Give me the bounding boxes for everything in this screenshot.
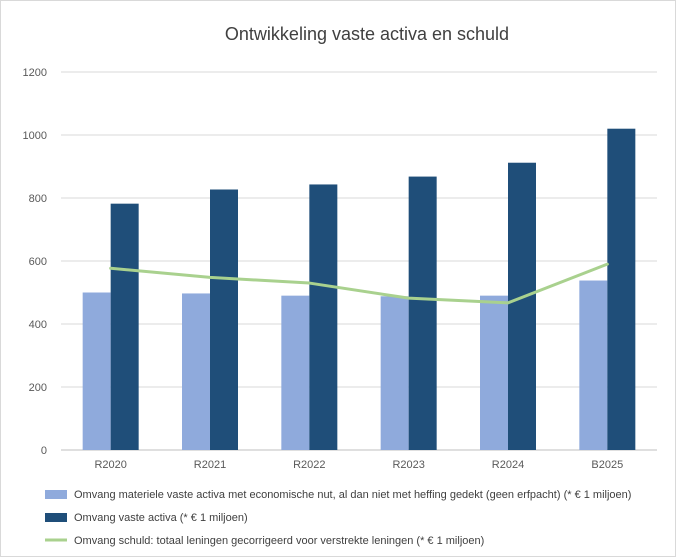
y-tick-label: 1200 [23, 67, 47, 79]
bar-materiele-vaste-activa [381, 296, 409, 450]
chart-title: Ontwikkeling vaste activa en schuld [225, 24, 509, 44]
y-tick-label: 1000 [23, 130, 47, 142]
y-tick-label: 800 [29, 193, 47, 205]
chart-svg: Ontwikkeling vaste activa en schuld 0 200… [1, 1, 676, 558]
legend: Omvang materiele vaste activa met econom… [45, 489, 631, 547]
x-tick-label: R2020 [94, 459, 126, 471]
x-tick-label: R2022 [293, 459, 325, 471]
bar-materiele-vaste-activa [182, 293, 210, 450]
legend-item-series-1: Omvang materiele vaste activa met econom… [45, 489, 631, 501]
x-tick-label: R2023 [392, 459, 424, 471]
x-axis-ticks: R2020 R2021 R2022 R2023 R2024 B2025 [94, 459, 623, 471]
bar-materiele-vaste-activa [579, 281, 607, 450]
y-tick-label: 600 [29, 256, 47, 268]
legend-swatch-series-2 [45, 513, 67, 522]
x-tick-label: R2024 [492, 459, 524, 471]
bar-vaste-activa [409, 177, 437, 450]
legend-item-series-3: Omvang schuld: totaal leningen gecorrige… [45, 535, 484, 547]
y-tick-label: 0 [41, 445, 47, 457]
legend-label-series-3: Omvang schuld: totaal leningen gecorrige… [74, 535, 484, 547]
y-tick-label: 200 [29, 382, 47, 394]
bar-materiele-vaste-activa [480, 296, 508, 450]
bar-vaste-activa [210, 189, 238, 450]
bar-materiele-vaste-activa [281, 296, 309, 450]
chart-area: Ontwikkeling vaste activa en schuld 0 200… [0, 0, 676, 557]
x-tick-label: B2025 [591, 459, 623, 471]
y-tick-label: 400 [29, 319, 47, 331]
legend-swatch-series-1 [45, 490, 67, 499]
y-axis-ticks: 0 200 400 600 800 1000 1200 [23, 67, 47, 457]
bar-vaste-activa [607, 129, 635, 450]
legend-item-series-2: Omvang vaste activa (* € 1 miljoen) [45, 512, 248, 524]
legend-label-series-1: Omvang materiele vaste activa met econom… [74, 489, 631, 501]
gridlines [61, 72, 657, 450]
bar-materiele-vaste-activa [83, 293, 111, 451]
bar-vaste-activa [111, 204, 139, 450]
x-tick-label: R2021 [194, 459, 226, 471]
bar-vaste-activa [508, 163, 536, 450]
bar-vaste-activa [309, 184, 337, 450]
legend-label-series-2: Omvang vaste activa (* € 1 miljoen) [74, 512, 248, 524]
